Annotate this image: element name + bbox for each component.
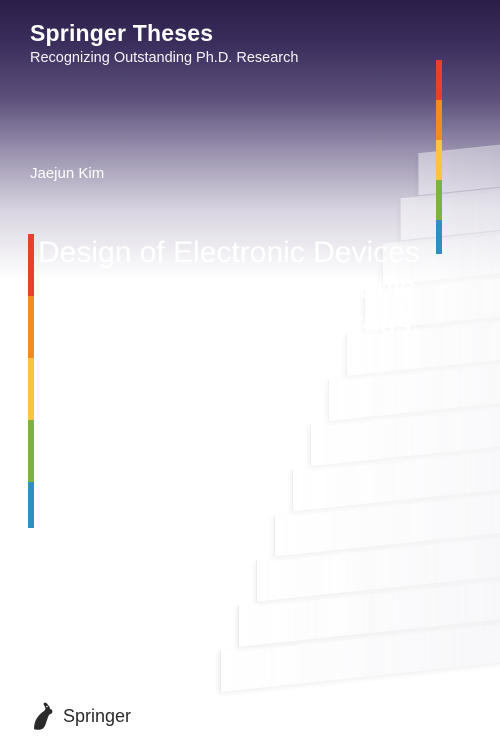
- accent-bar-right: [436, 220, 442, 254]
- book-title: Design of Electronic Devices Using Redox…: [38, 235, 435, 377]
- author-name: Jaejun Kim: [30, 165, 104, 182]
- accent-bar-left: [28, 296, 34, 358]
- accent-bar-left: [28, 358, 34, 420]
- accent-bar-right: [436, 140, 442, 180]
- springer-logo-icon: [30, 701, 56, 731]
- stair-step: [418, 139, 500, 196]
- accent-bar-right: [436, 100, 442, 140]
- accent-bar-right: [436, 60, 442, 100]
- publisher-name: Springer: [63, 706, 131, 727]
- book-cover: Springer Theses Recognizing Outstanding …: [0, 0, 500, 753]
- accent-bar-left: [28, 482, 34, 528]
- series-subtitle: Recognizing Outstanding Ph.D. Research: [30, 50, 298, 66]
- accent-bar-left: [28, 234, 34, 296]
- publisher-block: Springer: [30, 701, 131, 731]
- series-block: Springer Theses Recognizing Outstanding …: [30, 20, 298, 66]
- series-title: Springer Theses: [30, 20, 298, 47]
- staircase-graphic: [140, 120, 500, 680]
- accent-bar-left: [28, 420, 34, 482]
- accent-bar-right: [436, 180, 442, 220]
